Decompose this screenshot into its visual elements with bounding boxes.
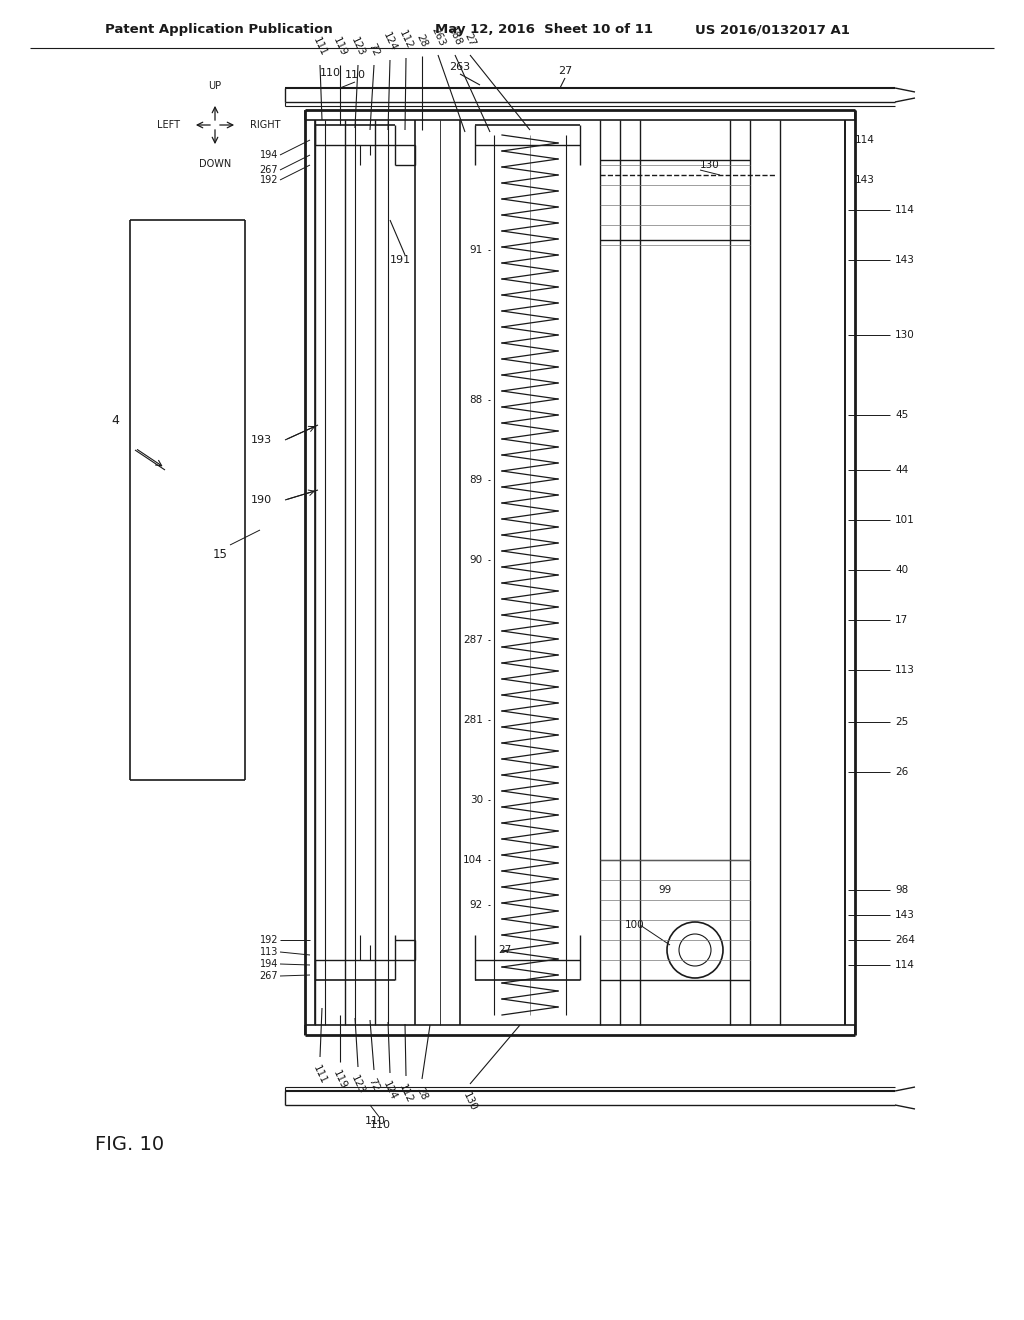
Text: 123: 123 [349,1074,367,1096]
Text: 124: 124 [381,1080,398,1102]
Text: 100: 100 [626,920,645,931]
Text: 111: 111 [311,1064,329,1086]
Text: 114: 114 [855,135,874,145]
Text: 123: 123 [349,36,367,58]
Text: 89: 89 [470,475,483,484]
Text: 114: 114 [895,960,914,970]
Text: 110: 110 [344,70,366,81]
Text: 264: 264 [895,935,914,945]
Text: 44: 44 [895,465,908,475]
Text: 263: 263 [450,62,471,73]
Text: 104: 104 [463,855,483,865]
Text: 98: 98 [895,884,908,895]
Text: 28: 28 [415,1086,429,1102]
Text: 28: 28 [415,33,429,49]
Text: RIGHT: RIGHT [250,120,281,129]
Text: 114: 114 [895,205,914,215]
Text: 27: 27 [499,945,512,954]
Text: Patent Application Publication: Patent Application Publication [105,24,333,37]
Text: 193: 193 [251,436,272,445]
Text: 194: 194 [260,960,278,969]
Text: 72: 72 [367,42,381,58]
Text: 130: 130 [700,160,720,170]
Text: 188: 188 [446,26,464,48]
Text: 40: 40 [895,565,908,576]
Text: 26: 26 [895,767,908,777]
Text: DOWN: DOWN [199,158,231,169]
Text: 267: 267 [259,165,278,176]
Text: 110: 110 [365,1115,386,1126]
Text: 15: 15 [213,549,227,561]
Text: FIG. 10: FIG. 10 [95,1135,164,1155]
Text: 119: 119 [332,36,349,58]
Text: 25: 25 [895,717,908,727]
Text: 143: 143 [855,176,874,185]
Text: 113: 113 [895,665,914,675]
Text: 111: 111 [311,36,329,58]
Text: 110: 110 [370,1119,390,1130]
Text: 27: 27 [558,66,572,77]
Text: 267: 267 [259,972,278,981]
Text: 112: 112 [397,29,415,51]
Text: 287: 287 [463,635,483,645]
Text: May 12, 2016  Sheet 10 of 11: May 12, 2016 Sheet 10 of 11 [435,24,653,37]
Text: 143: 143 [895,255,914,265]
Text: 92: 92 [470,900,483,909]
Text: 130: 130 [895,330,914,341]
Text: 30: 30 [470,795,483,805]
Text: 143: 143 [895,909,914,920]
Text: 194: 194 [260,150,278,160]
Text: 17: 17 [895,615,908,624]
Text: 190: 190 [251,495,272,506]
Text: 72: 72 [367,1077,381,1093]
Text: 110: 110 [319,69,341,78]
Text: 27: 27 [463,32,477,48]
Text: 124: 124 [381,30,398,53]
Text: 130: 130 [461,1092,478,1113]
Text: 112: 112 [397,1082,415,1105]
Text: UP: UP [209,81,221,91]
Text: 263: 263 [429,26,446,48]
Text: LEFT: LEFT [157,120,180,129]
Text: 281: 281 [463,715,483,725]
Text: 88: 88 [470,395,483,405]
Text: 91: 91 [470,246,483,255]
Text: 99: 99 [658,884,672,895]
Text: 191: 191 [389,255,411,265]
Text: 4: 4 [111,413,119,426]
Text: 90: 90 [470,554,483,565]
Text: US 2016/0132017 A1: US 2016/0132017 A1 [695,24,850,37]
Text: 113: 113 [260,946,278,957]
Text: 119: 119 [332,1069,349,1092]
Text: 101: 101 [895,515,914,525]
Text: 192: 192 [259,935,278,945]
Text: 45: 45 [895,411,908,420]
Text: 192: 192 [259,176,278,185]
